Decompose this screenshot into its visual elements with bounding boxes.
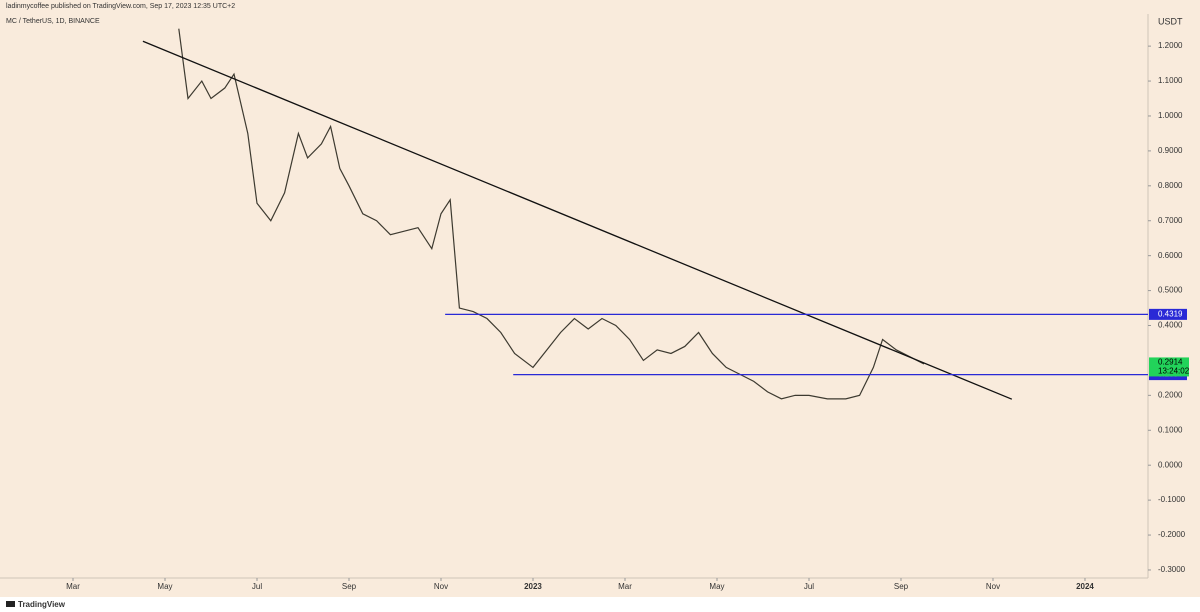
y-tick-label: 0.1000: [1158, 425, 1183, 434]
y-tick-label: 0.7000: [1158, 216, 1183, 225]
x-tick-label: Sep: [894, 582, 909, 591]
y-tick-label: 0.9000: [1158, 146, 1183, 155]
price-line: [178, 28, 925, 400]
x-tick-label: 2023: [524, 582, 542, 591]
footer-icon: [6, 601, 15, 607]
x-tick-label: May: [709, 582, 724, 591]
x-tick-label: Jul: [804, 582, 814, 591]
last-price-label: 0.2914: [1158, 358, 1183, 367]
x-tick-label: Nov: [986, 582, 1000, 591]
y-tick-label: 1.1000: [1158, 76, 1183, 85]
header: ladinmycoffee published on TradingView.c…: [6, 3, 235, 10]
x-tick-label: Jul: [252, 582, 262, 591]
y-tick-label: 0.4000: [1158, 321, 1183, 330]
x-tick-label: Nov: [434, 582, 448, 591]
x-tick-label: 2024: [1076, 582, 1094, 591]
last-price-tag: [1149, 357, 1189, 377]
y-tick-label: -0.1000: [1158, 495, 1186, 504]
y-tick-label: 0.8000: [1158, 181, 1183, 190]
currency: USDT: [1158, 16, 1183, 26]
footer-bar: [0, 597, 1200, 612]
y-tick-label: 0.6000: [1158, 251, 1183, 260]
countdown-label: 13:24:02: [1158, 367, 1190, 376]
x-tick-label: May: [157, 582, 172, 591]
y-tick-label: 1.2000: [1158, 41, 1183, 50]
symbol: MC / TetherUS, 1D, BINANCE: [6, 18, 100, 25]
y-tick-label: 0.0000: [1158, 460, 1183, 469]
level-label: 0.4319: [1158, 309, 1183, 318]
footer-logo: TradingView: [18, 600, 66, 609]
level-tag: [1149, 308, 1187, 320]
y-tick-label: 0.5000: [1158, 286, 1183, 295]
y-tick-label: 1.0000: [1158, 111, 1183, 120]
y-tick-label: -0.2000: [1158, 530, 1186, 539]
x-tick-label: Mar: [66, 582, 80, 591]
y-tick-label: 0.2000: [1158, 390, 1183, 399]
x-tick-label: Mar: [618, 582, 632, 591]
x-tick-label: Sep: [342, 582, 357, 591]
y-tick-label: -0.3000: [1158, 565, 1186, 574]
trendline: [142, 40, 1013, 400]
